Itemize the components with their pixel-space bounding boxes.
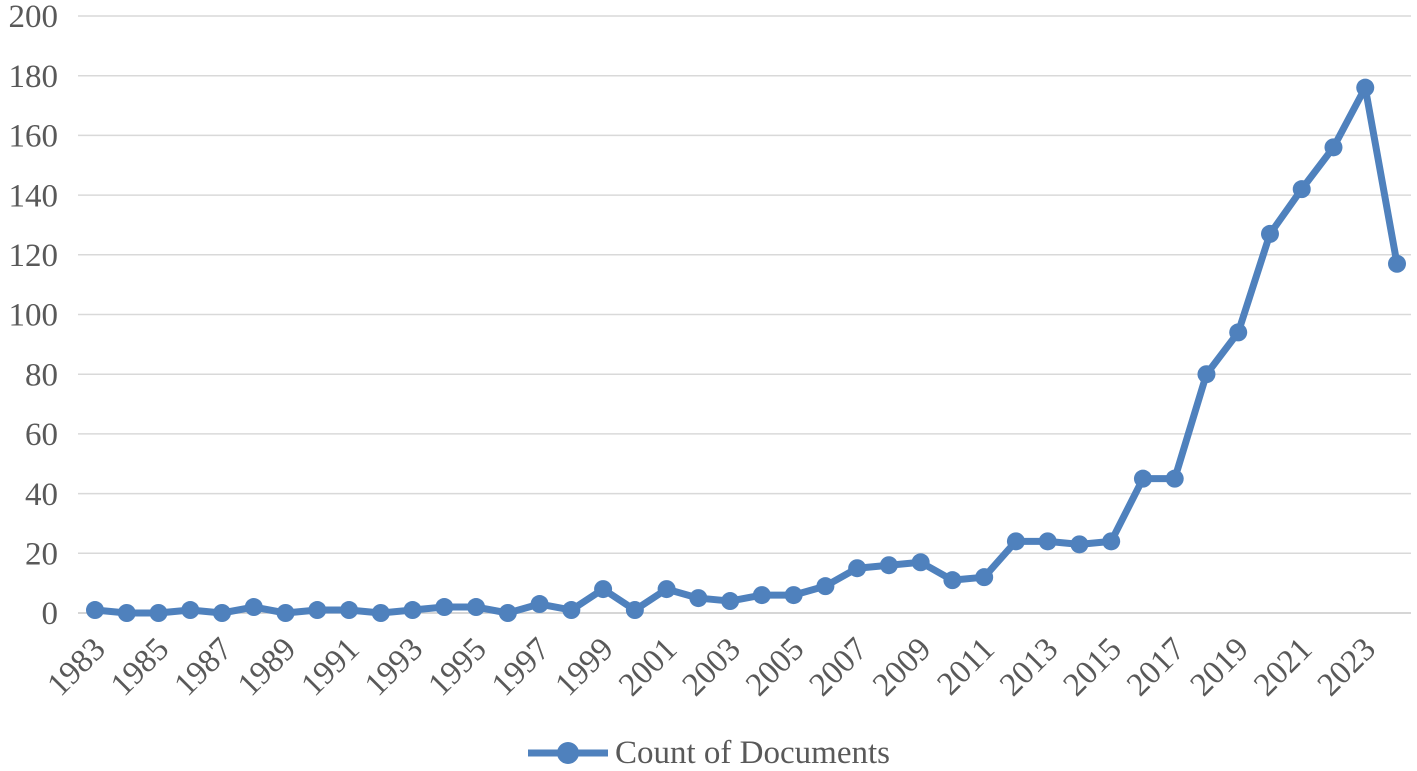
- data-point: [117, 604, 136, 622]
- data-point: [943, 571, 962, 590]
- x-tick-label: 2003: [676, 631, 748, 703]
- data-point: [594, 580, 613, 599]
- x-tick-label: 1987: [168, 631, 240, 703]
- y-tick-label: 200: [9, 0, 59, 35]
- data-point: [213, 604, 232, 622]
- data-point: [1197, 365, 1216, 384]
- x-tick-label: 2021: [1247, 631, 1319, 703]
- data-point: [721, 592, 740, 611]
- y-tick-label: 80: [25, 357, 58, 393]
- data-point: [149, 604, 168, 622]
- data-point: [86, 601, 104, 620]
- data-point: [1165, 469, 1184, 488]
- data-point: [530, 595, 549, 614]
- y-tick-label: 120: [9, 238, 59, 274]
- data-line: [91, 84, 1401, 617]
- data-point: [1356, 78, 1375, 97]
- data-point: [1292, 180, 1311, 199]
- x-tick-label: 1989: [231, 631, 303, 703]
- data-point: [403, 601, 422, 620]
- x-tick-label: 2023: [1311, 631, 1383, 703]
- data-point: [467, 598, 486, 617]
- data-point: [244, 598, 263, 617]
- data-point: [276, 604, 295, 622]
- x-tick-label: 2001: [612, 631, 684, 703]
- data-point: [975, 568, 994, 587]
- x-tick-label: 2015: [1057, 631, 1129, 703]
- x-tick-label: 2013: [993, 631, 1065, 703]
- data-point: [784, 586, 803, 605]
- x-tick-label: 2007: [803, 631, 875, 703]
- data-point: [308, 601, 327, 620]
- x-tick-label: 2011: [931, 631, 1002, 702]
- legend-dot-sample: [557, 742, 579, 764]
- x-tick-label: 1985: [104, 631, 176, 703]
- x-tick-label: 1999: [549, 631, 621, 703]
- y-tick-label: 160: [9, 119, 59, 155]
- x-tick-label: 1993: [358, 631, 430, 703]
- y-tick-label: 100: [9, 298, 59, 334]
- data-point: [816, 577, 835, 596]
- data-point: [1229, 323, 1248, 342]
- legend: Count of Documents: [0, 735, 1417, 771]
- data-point: [1133, 469, 1152, 488]
- data-point: [657, 580, 676, 599]
- data-point: [1070, 535, 1089, 554]
- data-point: [879, 556, 898, 575]
- x-tick-label: 2009: [866, 631, 938, 703]
- data-point: [562, 601, 581, 620]
- x-tick-label: 2019: [1184, 631, 1256, 703]
- data-point: [181, 601, 200, 620]
- x-tick-label: 1997: [485, 631, 557, 703]
- data-point: [1038, 532, 1057, 551]
- data-point: [752, 586, 771, 605]
- data-point: [1324, 138, 1343, 157]
- x-tick-label: 1983: [41, 631, 113, 703]
- x-tick-label: 2005: [739, 631, 811, 703]
- y-tick-label: 180: [9, 59, 59, 95]
- x-tick-label: 1995: [422, 631, 494, 703]
- data-point: [1260, 224, 1279, 243]
- data-point: [1102, 532, 1121, 551]
- data-point: [498, 604, 517, 622]
- data-point: [848, 559, 867, 578]
- y-tick-label: 20: [25, 537, 58, 573]
- y-tick-label: 40: [25, 477, 58, 513]
- y-tick-label: 140: [9, 178, 59, 214]
- data-point: [371, 604, 390, 622]
- legend-label: Count of Documents: [615, 734, 890, 771]
- legend-marker-icon: [528, 742, 608, 764]
- data-point: [689, 589, 708, 608]
- x-tick-label: 2017: [1120, 631, 1192, 703]
- data-point: [911, 553, 930, 572]
- data-point: [435, 598, 454, 617]
- x-tick-label: 1991: [295, 631, 367, 703]
- y-tick-label: 0: [42, 596, 59, 632]
- data-point: [340, 601, 359, 620]
- data-point: [1006, 532, 1025, 551]
- data-point: [1388, 254, 1406, 273]
- data-point: [625, 601, 644, 620]
- y-tick-label: 60: [25, 417, 58, 453]
